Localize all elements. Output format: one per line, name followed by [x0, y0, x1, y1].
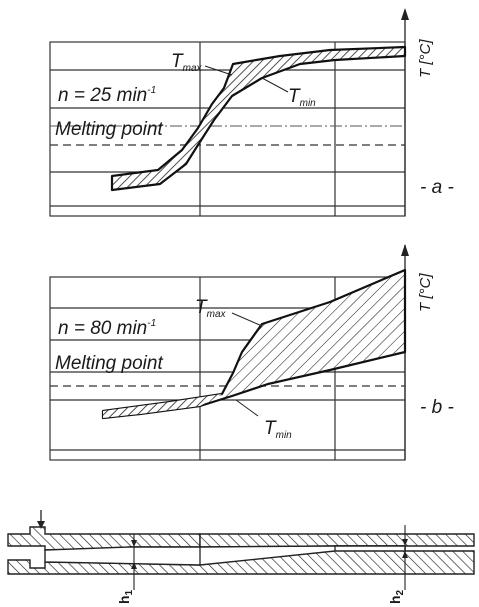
panel-a-axis-label: T [°C]: [417, 39, 434, 78]
channel-top-wall-right: [199, 533, 475, 548]
panel-b-tmax-leader: [231, 312, 263, 327]
h1-arrow-bottom-icon: [131, 562, 137, 569]
panel-a-axis-arrow: [401, 8, 409, 20]
h1-sub: 1: [124, 589, 135, 595]
panel-b-tmax-sub: max: [207, 309, 227, 320]
panel-a-side-label: - a -: [420, 177, 454, 198]
svg-text:Tmax: Tmax: [195, 297, 227, 320]
panel-b-band-left: [103, 394, 222, 418]
panel-a-tmin-sub: min: [300, 98, 317, 109]
panel-b-side-label: - b -: [420, 397, 454, 418]
svg-text:Tmin: Tmin: [288, 86, 316, 109]
svg-text:h2: h2: [387, 589, 406, 604]
feed-arrow-icon: [37, 521, 45, 529]
h1-arrow-top-icon: [131, 540, 137, 547]
panel-b-tmin-leader: [235, 399, 259, 417]
svg-text:h1: h1: [116, 589, 135, 604]
panel-b-speed-exp: -1: [147, 318, 156, 329]
panel-a-melting-label: Melting point: [55, 119, 163, 140]
svg-text:n = 80 min-1: n = 80 min-1: [58, 318, 156, 339]
panel-a-grid: [49, 10, 406, 217]
h2-arrow-bottom-icon: [402, 551, 408, 558]
h2-sub: 2: [395, 589, 406, 595]
panel-b-tmin-label: T: [264, 418, 277, 439]
panel-a-tmin-leader: [261, 77, 289, 93]
panel-b: Tmax Tmin n = 80 min-1 Melting point T […: [49, 244, 454, 461]
panel-a-speed-label: n = 25 min: [58, 85, 147, 106]
svg-text:Tmax: Tmax: [171, 51, 203, 74]
h2-label: h: [387, 595, 403, 604]
panel-b-tmax-label: T: [195, 297, 208, 318]
panel-b-tmin-sub: min: [276, 430, 293, 441]
panel-b-temperature-band: [101, 268, 407, 420]
panel-a-tmax-leader: [204, 65, 233, 76]
panel-a-tmin-label: T: [288, 86, 301, 107]
panel-a-temperature-band: [110, 45, 407, 192]
panel-b-axis-arrow: [401, 244, 409, 256]
panel-a: Tmax Tmin n = 25 min-1 Melting point T […: [49, 8, 454, 217]
panel-b-melting-label: Melting point: [55, 353, 163, 374]
h2-arrow-top-icon: [402, 539, 408, 546]
panel-a-speed-exp: -1: [147, 85, 156, 96]
svg-text:n = 25 min-1: n = 25 min-1: [58, 85, 156, 106]
screw-channel-sketch: h1 h2: [7, 510, 475, 604]
panel-a-tmax-label: T: [171, 51, 184, 72]
panel-b-axis-label: T [°C]: [417, 273, 434, 312]
panel-b-speed-label: n = 80 min: [58, 318, 147, 339]
panel-a-tmax-sub: max: [183, 63, 203, 74]
svg-text:Tmin: Tmin: [264, 418, 292, 441]
h1-label: h: [116, 595, 132, 604]
